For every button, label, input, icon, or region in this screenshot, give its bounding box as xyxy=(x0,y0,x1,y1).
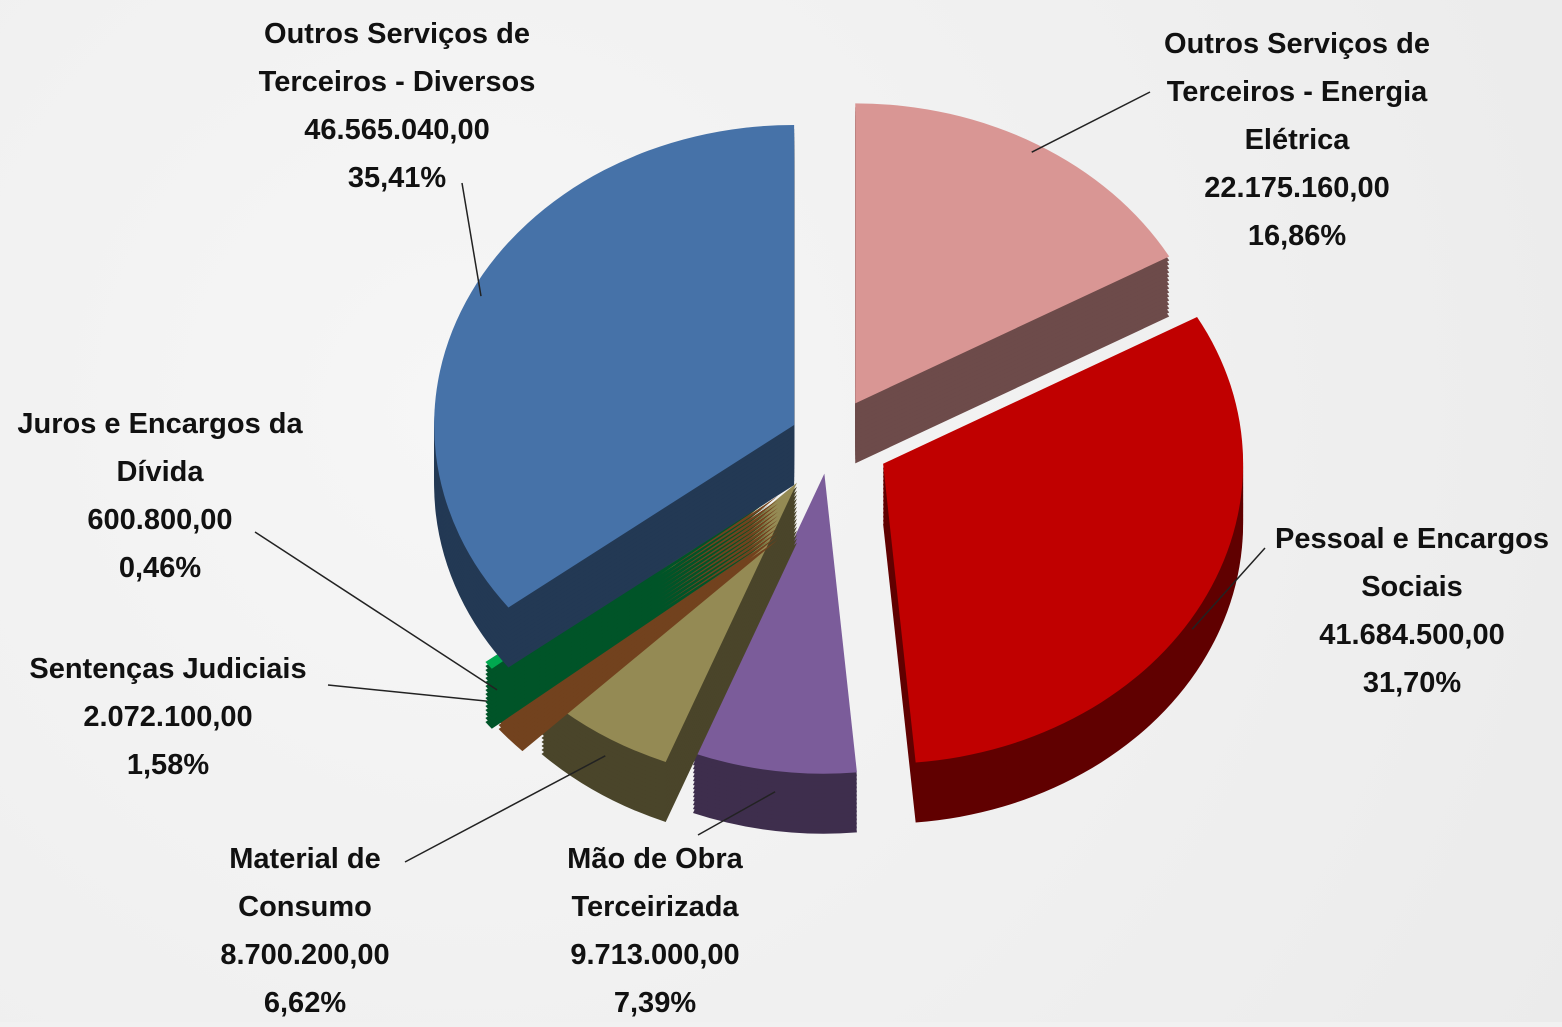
slice-label: Juros e Encargos da Dívida 600.800,00 0,46… xyxy=(0,400,320,592)
slice-top xyxy=(883,316,1244,763)
category-label: Material de Consumo xyxy=(229,843,381,923)
leader-line xyxy=(1191,547,1266,630)
leader-line xyxy=(1031,91,1151,153)
share-label: 31,70% xyxy=(1362,667,1462,699)
category-label: Mão de Obra Terceirizada xyxy=(567,843,743,923)
share-label: 35,41% xyxy=(347,162,447,194)
slice-top xyxy=(693,473,857,774)
slice xyxy=(855,103,1170,464)
slice-side xyxy=(485,499,772,689)
value-label: 9.713.000,00 xyxy=(570,939,740,971)
leader-line xyxy=(461,182,482,297)
value-label: 41.684.500,00 xyxy=(1319,619,1505,651)
value-label: 8.700.200,00 xyxy=(220,939,390,971)
slice-side xyxy=(485,507,772,697)
share-label: 6,62% xyxy=(263,987,347,1019)
slice xyxy=(883,316,1244,823)
slice-label: Material de Consumo 8.700.200,00 6,62% xyxy=(185,835,425,1027)
slice-side xyxy=(485,519,772,709)
slice xyxy=(693,473,857,834)
category-label: Outros Serviços de Terceiros - Diversos xyxy=(258,18,536,98)
value-label: 46.565.040,00 xyxy=(304,114,490,146)
value-label: 22.175.160,00 xyxy=(1204,172,1390,204)
slice-side xyxy=(485,503,772,693)
slice-side xyxy=(485,523,772,713)
slice xyxy=(434,124,795,668)
category-label: Sentenças Judiciais xyxy=(29,653,307,685)
share-label: 1,58% xyxy=(126,749,210,781)
slice-side xyxy=(485,527,772,717)
slice-top xyxy=(434,124,795,608)
leader-line xyxy=(254,531,498,691)
slice-label: Outros Serviços de Terceiros - Energia E… xyxy=(1137,20,1457,260)
leader-line xyxy=(697,791,776,836)
leader-line xyxy=(404,755,606,863)
share-label: 0,46% xyxy=(118,552,202,584)
category-label: Outros Serviços de Terceiros - Energia E… xyxy=(1164,28,1430,156)
value-label: 600.800,00 xyxy=(87,504,233,536)
category-label: Juros e Encargos da Dívida xyxy=(17,408,303,488)
slice-side xyxy=(485,531,772,721)
slice-label: Mão de Obra Terceirizada 9.713.000,00 7,39… xyxy=(525,835,785,1027)
slice-side xyxy=(485,511,772,701)
slice-side xyxy=(485,515,772,705)
slice-label: Outros Serviços de Terceiros - Diversos 4… xyxy=(237,10,557,202)
category-label: Pessoal e Encargos Sociais xyxy=(1274,523,1550,603)
value-label: 2.072.100,00 xyxy=(83,701,253,733)
slice-label: Pessoal e Encargos Sociais 41.684.500,00 3… xyxy=(1262,515,1562,707)
slice-label: Sentenças Judiciais 2.072.100,00 1,58% xyxy=(8,645,328,789)
slice-top xyxy=(855,103,1170,404)
slice-side xyxy=(485,535,772,725)
leader-line xyxy=(327,684,519,706)
share-label: 16,86% xyxy=(1247,220,1347,252)
slice-side xyxy=(485,539,772,729)
share-label: 7,39% xyxy=(613,987,697,1019)
